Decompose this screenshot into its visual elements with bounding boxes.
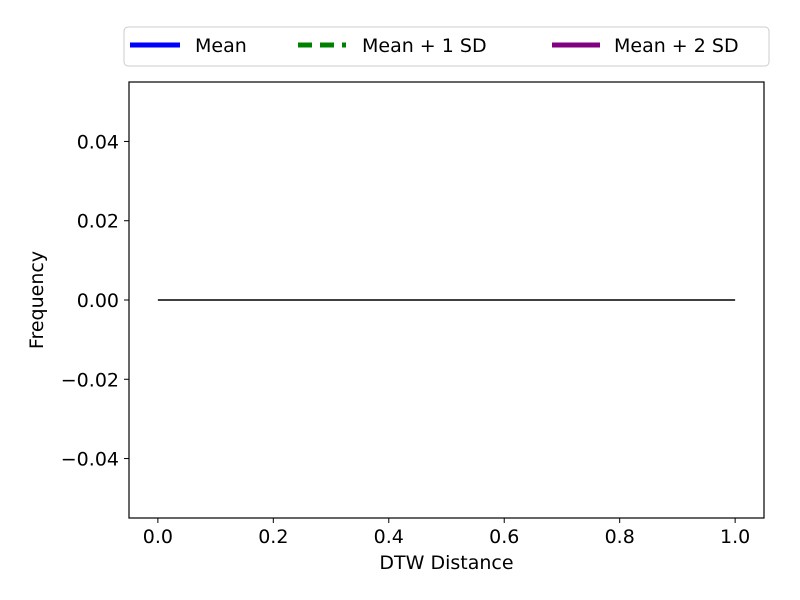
x-tick-label: 0.0 bbox=[143, 526, 173, 548]
legend: Mean Mean + 1 SD Mean + 2 SD bbox=[123, 26, 770, 67]
y-axis-label: Frequency bbox=[26, 251, 48, 349]
x-tick-label: 0.2 bbox=[258, 526, 288, 548]
y-tick-label: −0.04 bbox=[61, 449, 119, 471]
x-axis-ticks: 0.0 0.2 0.4 0.6 0.8 1.0 bbox=[143, 518, 750, 548]
legend-label-0: Mean bbox=[195, 35, 247, 57]
x-tick-label: 0.6 bbox=[489, 526, 519, 548]
y-tick-label: −0.02 bbox=[61, 369, 119, 391]
x-axis-label: DTW Distance bbox=[379, 552, 513, 574]
legend-box bbox=[123, 26, 770, 67]
x-tick-label: 0.8 bbox=[605, 526, 635, 548]
x-tick-label: 0.4 bbox=[374, 526, 404, 548]
y-axis-ticks: 0.04 0.02 0.00 −0.02 −0.04 bbox=[61, 131, 129, 471]
x-tick-label: 1.0 bbox=[720, 526, 750, 548]
legend-label-1: Mean + 1 SD bbox=[362, 35, 487, 57]
y-tick-label: 0.00 bbox=[77, 290, 119, 312]
y-tick-label: 0.02 bbox=[77, 211, 119, 233]
legend-label-2: Mean + 2 SD bbox=[614, 35, 739, 57]
y-tick-label: 0.04 bbox=[77, 131, 119, 153]
